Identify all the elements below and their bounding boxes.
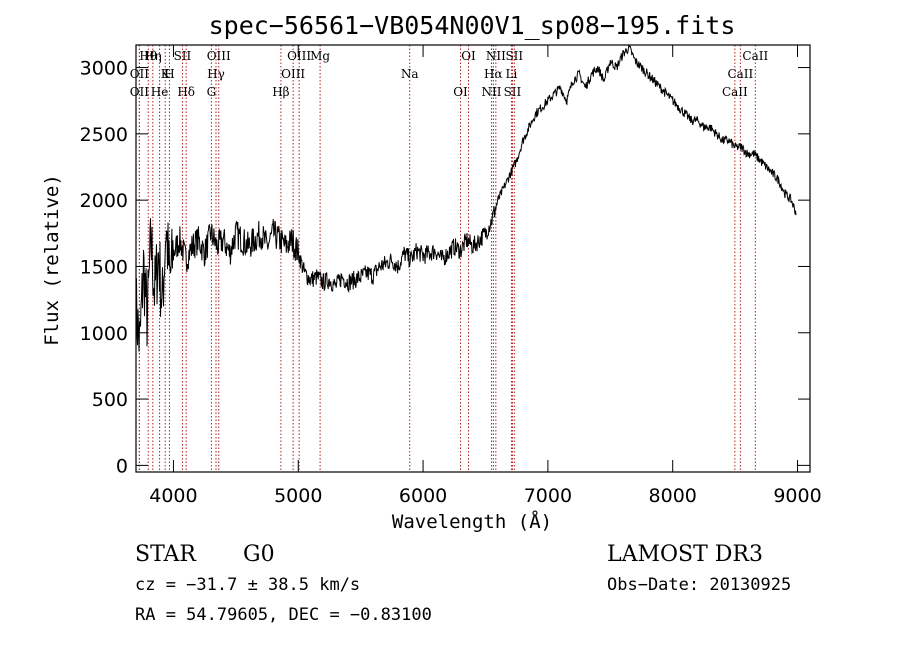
- spectral-line-label: Na: [401, 67, 419, 81]
- observation-date: Obs−Date: 20130925: [607, 575, 791, 595]
- spectral-line-label: He: [151, 85, 169, 99]
- spectral-line-label: NII: [486, 49, 506, 63]
- y-tick-label: 1500: [80, 256, 128, 278]
- y-tick-label: 3000: [80, 58, 128, 80]
- y-tick-label: 500: [92, 389, 128, 411]
- spectral-lines-layer: [138, 45, 756, 472]
- x-tick-label: 8000: [649, 485, 697, 507]
- object-class: STAR: [135, 542, 197, 567]
- spectral-line-label: CaII: [727, 67, 753, 81]
- spectral-line-label: Mg: [310, 49, 330, 63]
- spectral-line-label: Li: [506, 67, 518, 81]
- spectral-line-label: OI: [461, 49, 476, 63]
- coordinates-text: RA = 54.79605, DEC = −0.83100: [135, 605, 432, 625]
- x-tick-label: 4000: [149, 485, 197, 507]
- spectral-line-label: SII: [505, 49, 523, 63]
- y-axis-label: Flux (relative): [41, 174, 63, 346]
- x-tick-label: 5000: [274, 485, 322, 507]
- y-tick-label: 2500: [80, 124, 128, 146]
- x-tick-label: 9000: [773, 485, 821, 507]
- spectral-line-label: Hδ: [177, 85, 195, 99]
- plot-frame: [135, 44, 811, 473]
- survey-name: LAMOST DR3: [607, 542, 763, 567]
- axis-ticks-layer: 4000 5000 6000 7000 8000 9000 0 500 1000 1500 2000…: [80, 45, 822, 507]
- spectral-line-label: Hγ: [207, 67, 225, 81]
- spectral-line-label: OIII: [287, 49, 311, 63]
- spectral-line-label: OII: [130, 67, 150, 81]
- spectral-line-label: OIII: [281, 67, 305, 81]
- y-tick-label: 2000: [80, 190, 128, 212]
- spectral-line-label: SII: [174, 49, 192, 63]
- y-tick-label: 0: [116, 455, 128, 477]
- y-tick-label: 1000: [80, 323, 128, 345]
- spectral-line-label: Hθ: [139, 49, 157, 63]
- x-tick-label: 7000: [524, 485, 572, 507]
- spectral-line-label: H: [164, 67, 174, 81]
- x-tick-label: 6000: [399, 485, 447, 507]
- x-axis-label: Wavelength (Å): [392, 510, 552, 533]
- spectral-line-label: CaII: [742, 49, 768, 63]
- spectral-line-label: G: [207, 85, 217, 99]
- spectral-line-label: SII: [504, 85, 522, 99]
- chart-title: spec−56561−VB054N00V1_sp08−195.fits: [209, 11, 736, 40]
- redshift-text: cz = −31.7 ± 38.5 km/s: [135, 575, 360, 595]
- spectral-line-label: OII: [130, 85, 150, 99]
- spectral-line-label: Hη: [144, 49, 162, 63]
- spectral-line-label: Hα: [484, 67, 503, 81]
- spectral-line-label: Hβ: [272, 85, 289, 99]
- spectral-line-label: K: [161, 67, 171, 81]
- spectral-line-label: OI: [453, 85, 468, 99]
- spectral-line-label: CaII: [722, 85, 748, 99]
- flux-series-line: [135, 44, 797, 352]
- object-subclass: G0: [243, 542, 275, 567]
- spectral-line-label: NII: [481, 85, 501, 99]
- spectral-line-label: OIII: [207, 49, 231, 63]
